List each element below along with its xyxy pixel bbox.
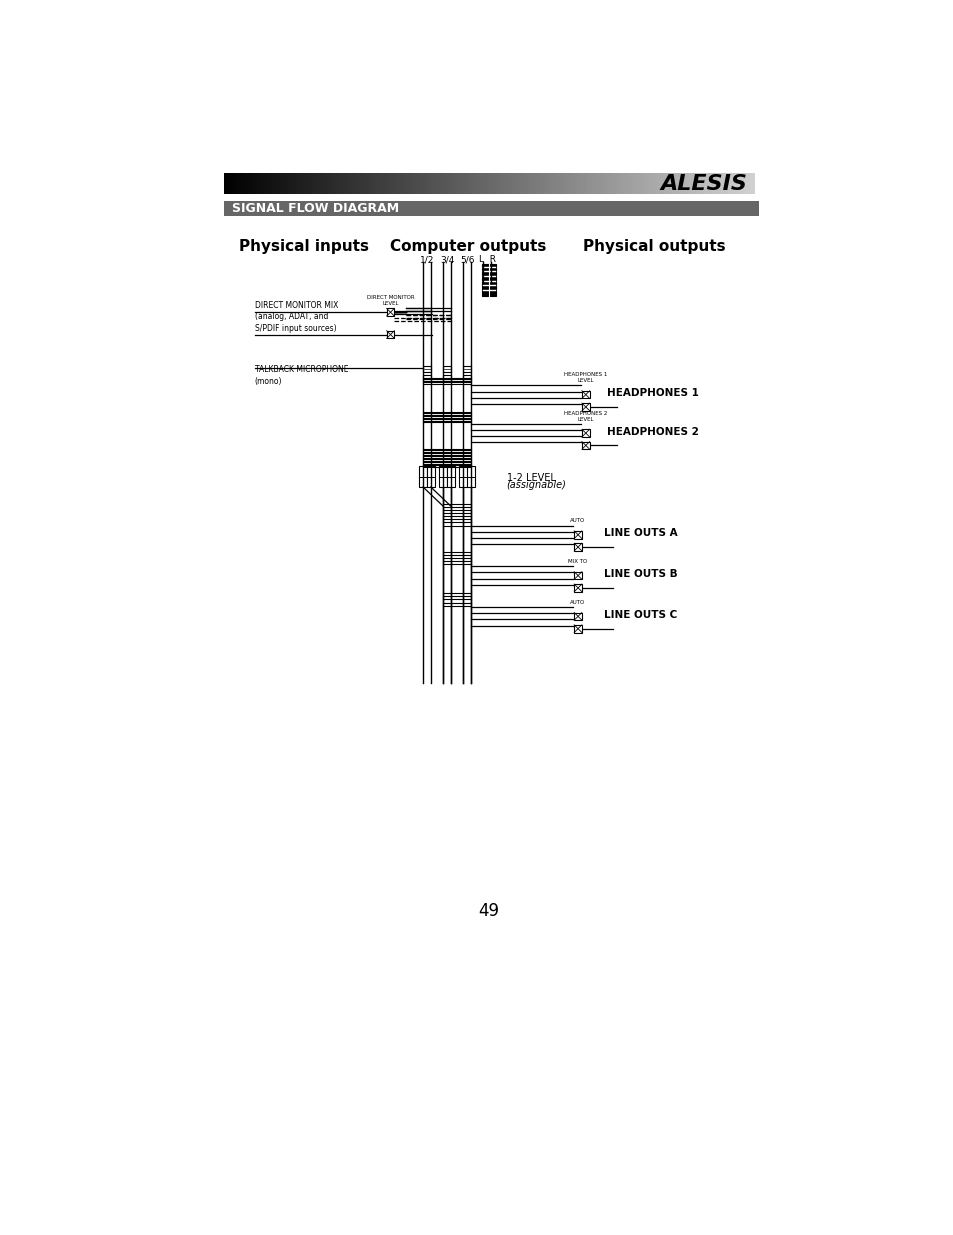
Text: AUTO: AUTO (570, 600, 585, 605)
Text: 3/4: 3/4 (439, 256, 454, 264)
Bar (574, 613, 581, 620)
Text: HEADPHONES 2: HEADPHONES 2 (607, 426, 699, 436)
Text: DIRECT MONITOR
LEVEL: DIRECT MONITOR LEVEL (366, 295, 414, 306)
Text: LINE OUTS B: LINE OUTS B (603, 569, 677, 579)
Bar (446, 466, 455, 487)
Text: HEADPHONES 1: HEADPHONES 1 (607, 388, 699, 398)
Bar (426, 466, 435, 487)
Text: 5/6: 5/6 (459, 256, 474, 264)
Bar (443, 366, 451, 372)
Bar (581, 403, 589, 411)
Bar (581, 442, 589, 450)
Bar (443, 374, 451, 380)
Bar (422, 374, 431, 380)
Text: ALESIS: ALESIS (659, 174, 746, 194)
Text: LINE OUTS C: LINE OUTS C (603, 610, 677, 620)
Text: LINE OUTS A: LINE OUTS A (603, 529, 677, 538)
Bar (574, 543, 581, 551)
Text: TALKBACK MICROPHONE
(mono): TALKBACK MICROPHONE (mono) (254, 366, 348, 387)
Bar (438, 466, 447, 487)
Bar (574, 584, 581, 592)
Text: (assignable): (assignable) (506, 480, 566, 490)
Text: DIRECT MONITOR MIX
(analog, ADAT, and
S/PDIF input sources): DIRECT MONITOR MIX (analog, ADAT, and S/… (254, 300, 338, 333)
Text: AUTO: AUTO (570, 519, 585, 524)
Bar (574, 625, 581, 632)
Text: MIX TO: MIX TO (568, 559, 587, 564)
Bar (418, 466, 427, 487)
Bar (463, 366, 471, 372)
Bar (581, 430, 589, 437)
Bar (466, 466, 475, 487)
Bar (458, 466, 467, 487)
Bar (386, 309, 394, 316)
Text: Physical inputs: Physical inputs (238, 240, 368, 254)
Text: Physical outputs: Physical outputs (582, 240, 724, 254)
Bar (386, 331, 394, 338)
Text: 1-2 LEVEL: 1-2 LEVEL (506, 473, 555, 483)
Text: SIGNAL FLOW DIAGRAM: SIGNAL FLOW DIAGRAM (232, 201, 398, 215)
Bar (574, 572, 581, 579)
Text: L  R: L R (478, 256, 496, 264)
Text: HEADPHONES 1
LEVEL: HEADPHONES 1 LEVEL (563, 372, 607, 383)
Text: Computer outputs: Computer outputs (390, 240, 546, 254)
Bar (224, 200, 758, 216)
Text: HEADPHONES 2
LEVEL: HEADPHONES 2 LEVEL (563, 411, 607, 421)
Bar (422, 366, 431, 372)
Text: 1/2: 1/2 (419, 256, 434, 264)
Bar (463, 374, 471, 380)
Bar (481, 264, 496, 296)
Bar (574, 531, 581, 538)
Text: 49: 49 (477, 902, 499, 920)
Bar (581, 390, 589, 399)
